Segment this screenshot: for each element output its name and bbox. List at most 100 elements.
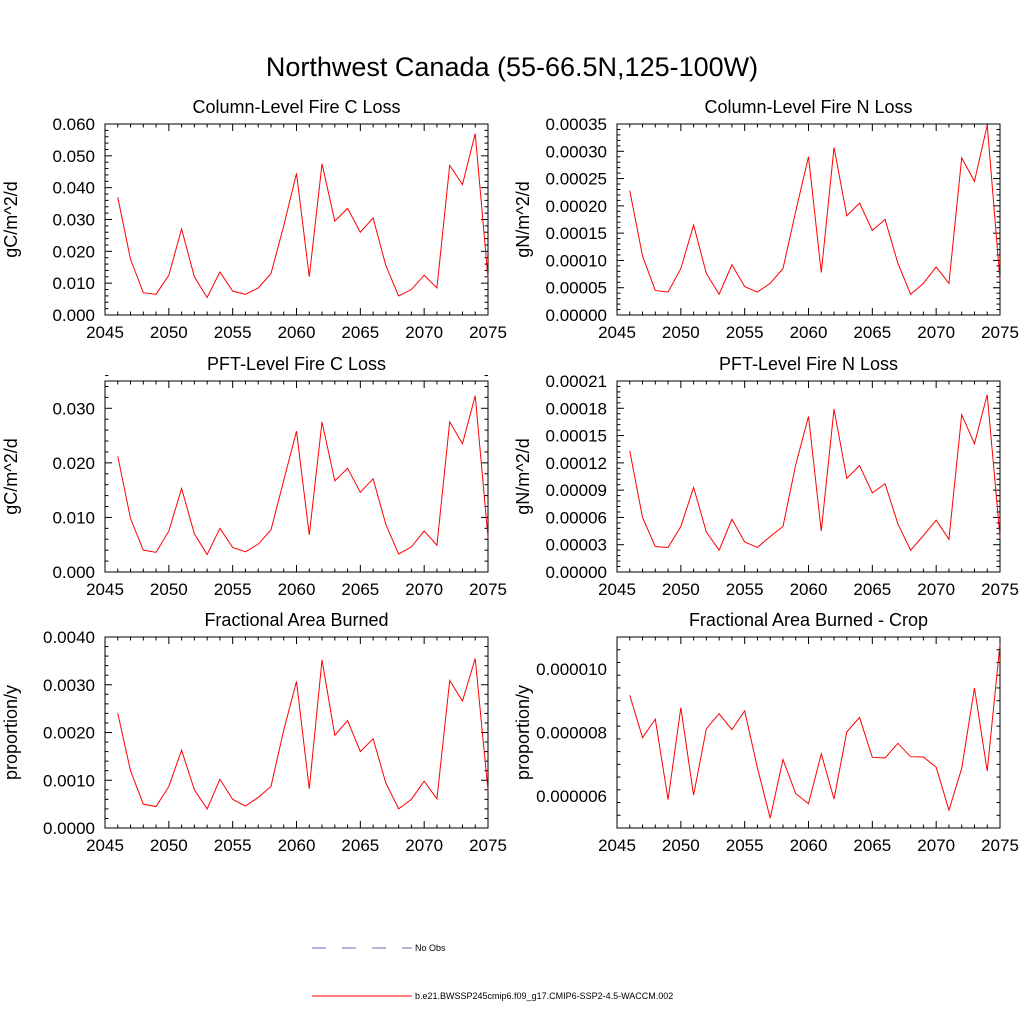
legend-label-model: b.e21.BWSSP245cmip6.f09_g17.CMIP6-SSP2-4… [415, 991, 673, 1001]
x-tick-label: 2070 [917, 580, 955, 599]
legend: No Obs b.e21.BWSSP245cmip6.f09_g17.CMIP6… [312, 943, 673, 1001]
y-tick-label: 0.00020 [546, 197, 607, 216]
y-tick-label: 0.00015 [546, 427, 607, 446]
panel-title: PFT-Level Fire N Loss [719, 354, 898, 374]
figure-title: Northwest Canada (55-66.5N,125-100W) [266, 52, 758, 82]
y-tick-label: 0.00021 [546, 372, 607, 391]
x-tick-label: 2070 [917, 323, 955, 342]
y-tick-label: 0.010 [52, 274, 95, 293]
y-axis-label: proportion/y [1, 685, 21, 780]
panel-column-level-fire-c-loss: Column-Level Fire C Loss gC/m^2/d 2045 2050… [1, 97, 507, 342]
plot-frame [616, 123, 1001, 316]
x-tick-label: 2055 [214, 323, 252, 342]
panels: Column-Level Fire C Loss gC/m^2/d 2045 2050… [1, 97, 1019, 855]
y-tick-label: 0.00035 [546, 115, 607, 134]
y-axis-label: gN/m^2/d [513, 181, 533, 257]
panel-column-level-fire-n-loss: Column-Level Fire N Loss gN/m^2/d 2045 2050… [513, 97, 1019, 342]
x-tick-label: 2055 [726, 580, 764, 599]
panel-title: Column-Level Fire C Loss [192, 97, 400, 117]
x-tick-label: 2075 [469, 836, 507, 855]
y-tick-label: 0.030 [52, 399, 95, 418]
y-tick-label: 0.000006 [536, 787, 607, 806]
y-tick-label: 0.0030 [43, 676, 95, 695]
y-tick-label: 0.0010 [43, 771, 95, 790]
y-tick-label: 0.00030 [546, 142, 607, 161]
panel-title: PFT-Level Fire C Loss [207, 354, 386, 374]
x-tick-label: 2075 [981, 580, 1019, 599]
x-tick-label: 2055 [726, 836, 764, 855]
panel-title: Fractional Area Burned - Crop [689, 610, 928, 630]
y-tick-label: 0.0040 [43, 628, 95, 647]
legend-entry-model: b.e21.BWSSP245cmip6.f09_g17.CMIP6-SSP2-4… [312, 991, 673, 1001]
x-tick-label: 2050 [150, 323, 188, 342]
x-tick-label: 2060 [790, 580, 828, 599]
y-tick-label: 0.00012 [546, 454, 607, 473]
y-tick-label: 0.00006 [546, 508, 607, 527]
y-tick-label: 0.00018 [546, 399, 607, 418]
y-tick-label: 0.000 [52, 306, 95, 325]
y-tick-label: 0.0000 [43, 819, 95, 838]
series-line [117, 133, 489, 299]
x-tick-label: 2065 [341, 580, 379, 599]
y-axis-label: gC/m^2/d [1, 438, 21, 514]
series-line [117, 658, 489, 810]
x-tick-label: 2050 [662, 836, 700, 855]
x-tick-label: 2060 [278, 323, 316, 342]
plot-frame [616, 380, 1001, 573]
x-tick-label: 2075 [469, 580, 507, 599]
x-tick-label: 2075 [981, 836, 1019, 855]
x-tick-label: 2045 [598, 323, 636, 342]
plot-frame [104, 636, 489, 829]
y-tick-label: 0.000 [52, 563, 95, 582]
x-tick-label: 2070 [917, 836, 955, 855]
x-tick-label: 2075 [469, 323, 507, 342]
plot-frame [616, 636, 1001, 829]
x-tick-label: 2045 [86, 580, 124, 599]
y-tick-label: 0.00000 [546, 563, 607, 582]
x-tick-label: 2070 [405, 323, 443, 342]
y-tick-label: 0.00005 [546, 279, 607, 298]
series-line [629, 643, 1001, 819]
x-tick-label: 2075 [981, 323, 1019, 342]
y-tick-label: 0.00003 [546, 536, 607, 555]
y-tick-label: 0.00000 [546, 306, 607, 325]
panel-pft-level-fire-n-loss: PFT-Level Fire N Loss gN/m^2/d 2045 2050 205… [513, 354, 1019, 599]
x-tick-label: 2070 [405, 836, 443, 855]
y-tick-label: 0.020 [52, 242, 95, 261]
panel-title: Fractional Area Burned [204, 610, 388, 630]
y-tick-label: 0.00015 [546, 224, 607, 243]
x-tick-label: 2065 [341, 323, 379, 342]
x-tick-label: 2070 [405, 580, 443, 599]
x-tick-label: 2045 [598, 836, 636, 855]
y-tick-label: 0.000010 [536, 660, 607, 679]
y-axis-label: proportion/y [513, 685, 533, 780]
y-tick-label: 0.030 [52, 211, 95, 230]
y-tick-label: 0.00025 [546, 170, 607, 189]
x-tick-label: 2045 [598, 580, 636, 599]
panel-fractional-area-burned: Fractional Area Burned proportion/y 2045 20… [1, 610, 507, 855]
y-tick-label: 0.060 [52, 115, 95, 134]
x-tick-label: 2050 [150, 580, 188, 599]
y-tick-label: 0.040 [52, 179, 95, 198]
y-tick-label: 0.00010 [546, 251, 607, 270]
x-tick-label: 2050 [662, 323, 700, 342]
x-tick-label: 2060 [790, 323, 828, 342]
x-tick-label: 2065 [853, 580, 891, 599]
x-tick-label: 2065 [853, 323, 891, 342]
x-tick-label: 2050 [662, 580, 700, 599]
x-tick-label: 2060 [790, 836, 828, 855]
y-tick-label: 0.000008 [536, 724, 607, 743]
x-tick-label: 2055 [214, 836, 252, 855]
y-tick-label: 0.050 [52, 147, 95, 166]
series-line [117, 395, 489, 556]
x-tick-label: 2060 [278, 836, 316, 855]
x-tick-label: 2065 [341, 836, 379, 855]
y-tick-label: 0.0020 [43, 724, 95, 743]
x-tick-label: 2065 [853, 836, 891, 855]
x-tick-label: 2045 [86, 836, 124, 855]
y-axis-label: gN/m^2/d [513, 438, 533, 514]
x-tick-label: 2060 [278, 580, 316, 599]
legend-entry-no-obs: No Obs [312, 943, 446, 953]
legend-label-no-obs: No Obs [415, 943, 446, 953]
